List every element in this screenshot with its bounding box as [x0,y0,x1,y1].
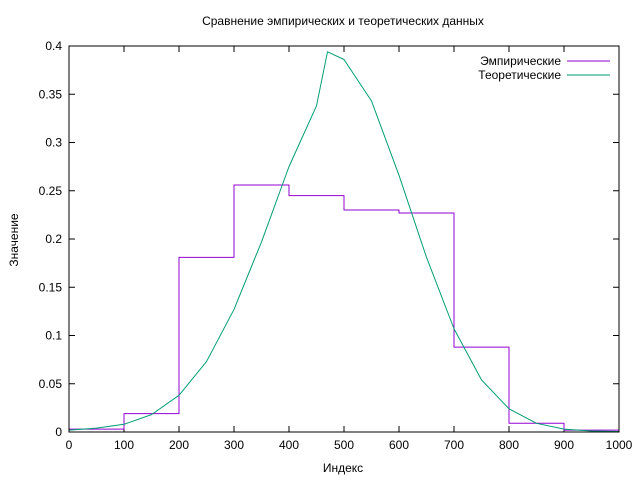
series-line-theoretical [68,51,620,433]
series-line-empirical [69,184,619,431]
plot-frame [68,45,620,433]
y-tick-label: 0 [55,425,62,439]
ticks-layer: 0 100 200 300 400 500 600 700 800 900 1000 0 0.05 0.1… [39,39,633,452]
x-tick-label: 400 [279,438,299,452]
x-tick-label: 500 [334,438,354,452]
x-tick-label: 200 [169,438,189,452]
x-axis-label: Индекс [323,461,363,475]
y-tick-label: 0.2 [45,232,62,246]
x-tick-label: 900 [554,438,574,452]
x-tick-label: 1000 [606,438,633,452]
x-tick-label: 800 [499,438,519,452]
y-tick-label: 0.4 [45,39,62,53]
x-tick-label: 0 [66,438,73,452]
legend: Эмпирические Теоретические [478,54,610,82]
y-tick-label: 0.25 [39,184,63,198]
y-tick-label: 0.35 [39,87,63,101]
x-tick-label: 100 [114,438,134,452]
x-tick-label: 300 [224,438,244,452]
y-axis-label: Значение [7,213,21,267]
y-tick-label: 0.1 [45,329,62,343]
y-tick-label: 0.3 [45,136,62,150]
legend-label-empirical: Эмпирические [480,54,561,68]
x-tick-label: 600 [389,438,409,452]
chart-title: Сравнение эмпирических и теоретических д… [202,14,484,28]
legend-label-theoretical: Теоретические [478,68,561,82]
y-tick-label: 0.15 [39,280,63,294]
x-tick-label: 700 [444,438,464,452]
y-tick-label: 0.05 [39,377,63,391]
plot-layer [68,51,620,433]
